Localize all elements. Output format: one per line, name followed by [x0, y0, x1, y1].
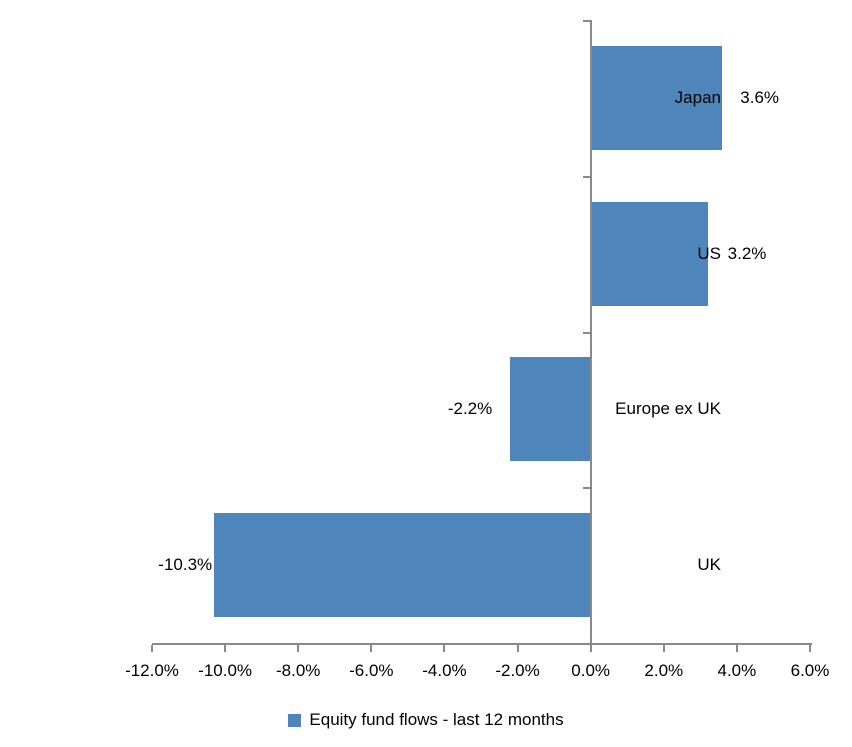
- category-label: US: [697, 243, 721, 263]
- chart-legend: Equity fund flows - last 12 months: [0, 707, 852, 733]
- x-axis-tick: [662, 645, 665, 652]
- x-axis-tick-label: 4.0%: [717, 661, 757, 680]
- y-axis-tick: [582, 175, 590, 178]
- x-axis-tick: [224, 645, 227, 652]
- x-axis-tick-label: -12.0%: [125, 661, 179, 680]
- legend-swatch-icon: [288, 713, 302, 727]
- value-label: 3.2%: [727, 243, 767, 263]
- x-axis-tick-label: 6.0%: [790, 661, 830, 680]
- x-axis-tick: [589, 645, 592, 652]
- x-axis-tick: [516, 645, 519, 652]
- x-axis-line: [152, 643, 812, 645]
- x-axis-tick-label: 0.0%: [571, 661, 611, 680]
- x-axis-tick: [297, 645, 300, 652]
- x-axis-tick-label: -6.0%: [349, 661, 394, 680]
- y-axis-line: [589, 20, 592, 651]
- category-label: UK: [697, 555, 721, 575]
- bar-us: [590, 201, 708, 306]
- bar-japan: [590, 45, 723, 150]
- x-axis-tick-label: -4.0%: [422, 661, 467, 680]
- x-axis-tick: [151, 645, 153, 652]
- legend-label: Equity fund flows - last 12 months: [309, 710, 564, 729]
- bar-uk: [214, 513, 591, 618]
- category-label: Japan: [674, 87, 721, 107]
- x-axis-tick: [370, 645, 373, 652]
- x-axis-tick-label: -8.0%: [276, 661, 321, 680]
- value-label: 3.6%: [740, 87, 780, 107]
- x-axis-tick-label: 2.0%: [644, 661, 684, 680]
- x-axis-tick-label: -10.0%: [198, 661, 253, 680]
- value-label: -10.3%: [158, 555, 213, 575]
- value-label: -2.2%: [447, 399, 493, 419]
- x-axis-tick-label: -2.0%: [495, 661, 540, 680]
- x-axis-tick: [443, 645, 446, 652]
- y-axis-tick: [582, 331, 590, 334]
- category-label: Europe ex UK: [615, 399, 721, 419]
- bar-europe-ex-uk: [510, 357, 591, 462]
- x-axis-tick: [735, 645, 738, 652]
- y-axis-tick: [582, 487, 590, 490]
- x-axis-tick: [809, 645, 811, 652]
- y-axis-tick: [582, 20, 590, 22]
